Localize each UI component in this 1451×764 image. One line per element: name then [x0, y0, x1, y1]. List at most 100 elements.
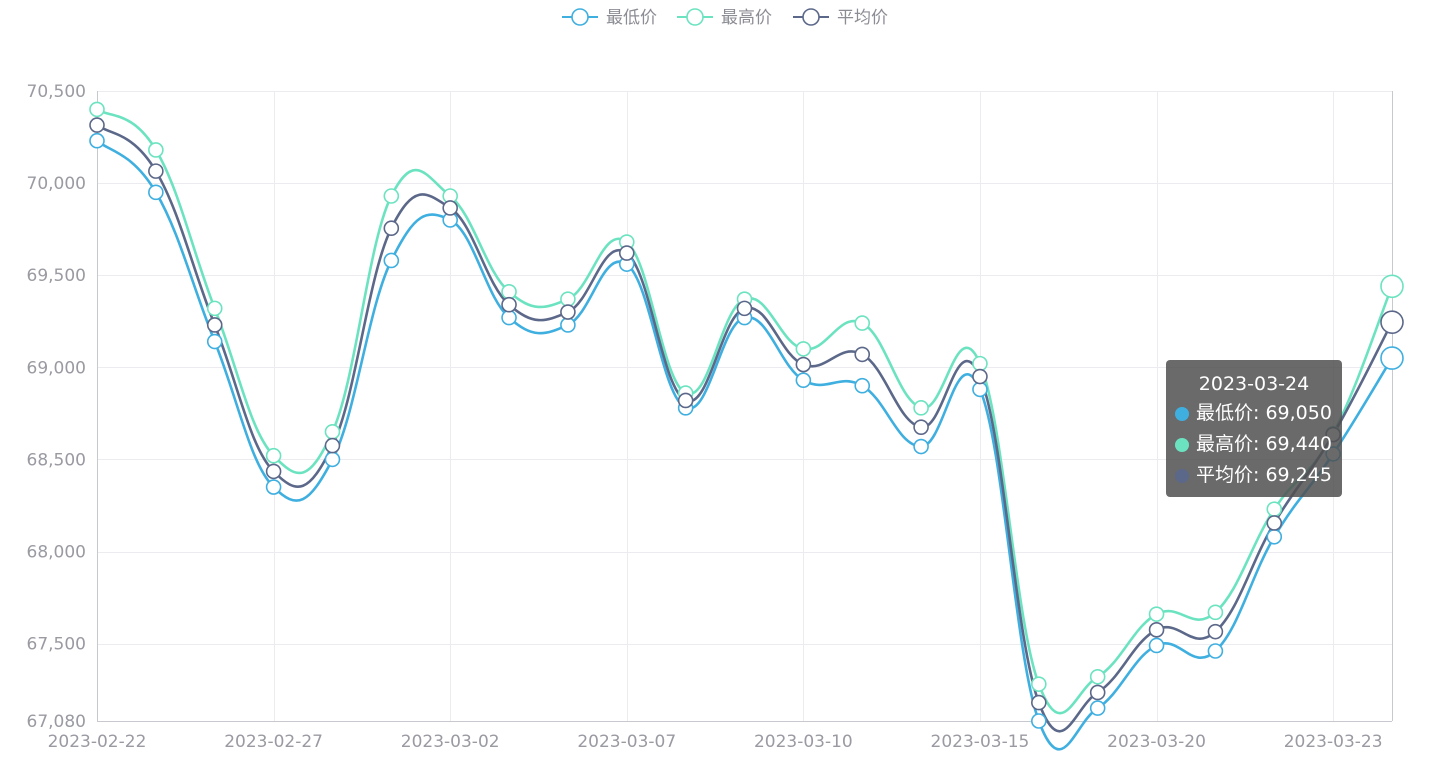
legend-label: 最低价 [606, 8, 657, 28]
data-point-low[interactable] [560, 317, 576, 333]
data-point-high[interactable] [501, 283, 517, 300]
data-point-avg[interactable] [442, 200, 458, 216]
data-point-avg[interactable] [972, 368, 988, 385]
x-tick-label: 2023-03-07 [577, 732, 676, 752]
axes: 67,080 67,500 68,000 68,500 69,000 69,500 70,0… [27, 82, 1393, 752]
y-tick-label: 70,000 [27, 174, 86, 194]
data-point-low[interactable] [1148, 637, 1165, 654]
data-point-high[interactable] [913, 400, 929, 416]
legend-marker-icon [802, 8, 820, 26]
tooltip-high-label: 最高价 [1196, 433, 1254, 455]
x-tick-label: 2023-03-23 [1284, 732, 1383, 752]
y-tick-label: 68,000 [27, 543, 86, 563]
x-tick-label: 2023-02-22 [48, 732, 147, 752]
legend[interactable]: 最低价 最高价 平均价 [562, 8, 888, 28]
data-point-avg[interactable] [89, 117, 105, 133]
data-point-high[interactable] [795, 341, 812, 357]
data-point-high[interactable] [1089, 668, 1106, 685]
data-point-high[interactable] [89, 101, 105, 118]
data-point-low[interactable] [1207, 643, 1224, 659]
x-tick-label: 2023-03-10 [754, 732, 853, 752]
legend-label: 平均价 [837, 8, 888, 28]
data-point-avg[interactable] [206, 317, 223, 333]
data-point-low[interactable] [1089, 700, 1106, 716]
data-point-avg[interactable] [1380, 310, 1404, 334]
data-point-high[interactable] [265, 447, 282, 464]
data-point-high[interactable] [324, 423, 341, 440]
data-point-avg[interactable] [618, 245, 635, 261]
x-tick-label: 2023-03-02 [401, 732, 500, 752]
tooltip-low-label: 最低价 [1196, 402, 1254, 424]
data-point-avg[interactable] [148, 163, 164, 179]
legend-label: 最高价 [721, 8, 772, 28]
data-point-low[interactable] [795, 372, 812, 389]
data-point-high[interactable] [206, 300, 223, 317]
data-point-low[interactable] [1266, 528, 1283, 545]
data-point-avg[interactable] [854, 346, 871, 363]
data-points[interactable] [89, 101, 1404, 729]
data-point-low[interactable] [1031, 713, 1047, 729]
legend-item-avg[interactable]: 平均价 [793, 8, 888, 28]
tooltip-high-value: 69,440 [1265, 433, 1332, 455]
tooltip: 2023-03-24 最低价: 69,050 最高价: 69,440 平均价: … [1166, 360, 1342, 497]
x-tick-label: 2023-02-27 [224, 732, 323, 752]
data-point-low[interactable] [1380, 346, 1404, 370]
data-point-avg[interactable] [265, 463, 282, 480]
data-point-low[interactable] [854, 377, 871, 394]
data-point-avg[interactable] [1031, 694, 1047, 711]
data-point-avg[interactable] [736, 300, 753, 317]
data-point-avg[interactable] [1148, 622, 1165, 638]
data-point-high[interactable] [148, 142, 164, 158]
data-point-low[interactable] [913, 438, 929, 455]
tooltip-row-high: 最高价: 69,440 [1175, 429, 1342, 460]
legend-item-low[interactable]: 最低价 [562, 8, 657, 28]
data-point-avg[interactable] [1207, 623, 1224, 640]
tooltip-high-dot [1175, 437, 1189, 452]
data-point-high[interactable] [1207, 604, 1224, 621]
data-point-avg[interactable] [795, 356, 812, 373]
data-point-high[interactable] [1148, 606, 1165, 622]
data-point-high[interactable] [1031, 676, 1047, 692]
tooltip-date: 2023-03-24 [1198, 373, 1310, 395]
data-point-low[interactable] [206, 333, 223, 350]
y-tick-label: 70,500 [27, 82, 86, 102]
tooltip-row-avg: 平均价: 69,245 [1175, 460, 1342, 491]
data-point-avg[interactable] [1266, 515, 1283, 531]
legend-marker-icon [686, 8, 704, 26]
tooltip-avg-value: 69,245 [1265, 464, 1332, 486]
data-point-avg[interactable] [1089, 684, 1106, 701]
data-point-high[interactable] [854, 315, 871, 331]
data-point-low[interactable] [972, 381, 988, 398]
tooltip-avg-label: 平均价 [1196, 464, 1254, 486]
tooltip-avg-dot [1175, 468, 1189, 483]
y-tick-label: 67,500 [27, 635, 86, 655]
tooltip-low-value: 69,050 [1265, 402, 1332, 424]
data-point-avg[interactable] [677, 392, 694, 409]
data-point-avg[interactable] [560, 304, 576, 320]
data-point-high[interactable] [383, 188, 400, 204]
y-tick-label: 69,500 [27, 266, 86, 286]
data-point-low[interactable] [148, 184, 164, 201]
y-tick-label: 67,080 [27, 712, 86, 732]
data-point-high[interactable] [560, 291, 576, 307]
data-point-low[interactable] [265, 479, 282, 495]
data-point-high[interactable] [1380, 274, 1404, 299]
y-tick-label: 68,500 [27, 450, 86, 470]
data-point-avg[interactable] [324, 437, 341, 454]
data-point-high[interactable] [972, 355, 988, 372]
y-tick-label: 69,000 [27, 358, 86, 378]
data-point-low[interactable] [89, 132, 105, 149]
data-point-high[interactable] [1266, 501, 1283, 517]
tooltip-low-dot [1175, 406, 1189, 421]
data-point-low[interactable] [383, 252, 400, 269]
tooltip-row-low: 最低价: 69,050 [1175, 398, 1342, 429]
legend-marker-icon [571, 8, 589, 26]
legend-item-high[interactable]: 最高价 [677, 8, 772, 28]
data-point-low[interactable] [501, 309, 517, 326]
data-point-avg[interactable] [383, 220, 400, 237]
data-point-avg[interactable] [501, 296, 517, 313]
data-point-low[interactable] [324, 451, 341, 468]
x-tick-label: 2023-03-20 [1107, 732, 1206, 752]
data-point-avg[interactable] [913, 419, 929, 435]
